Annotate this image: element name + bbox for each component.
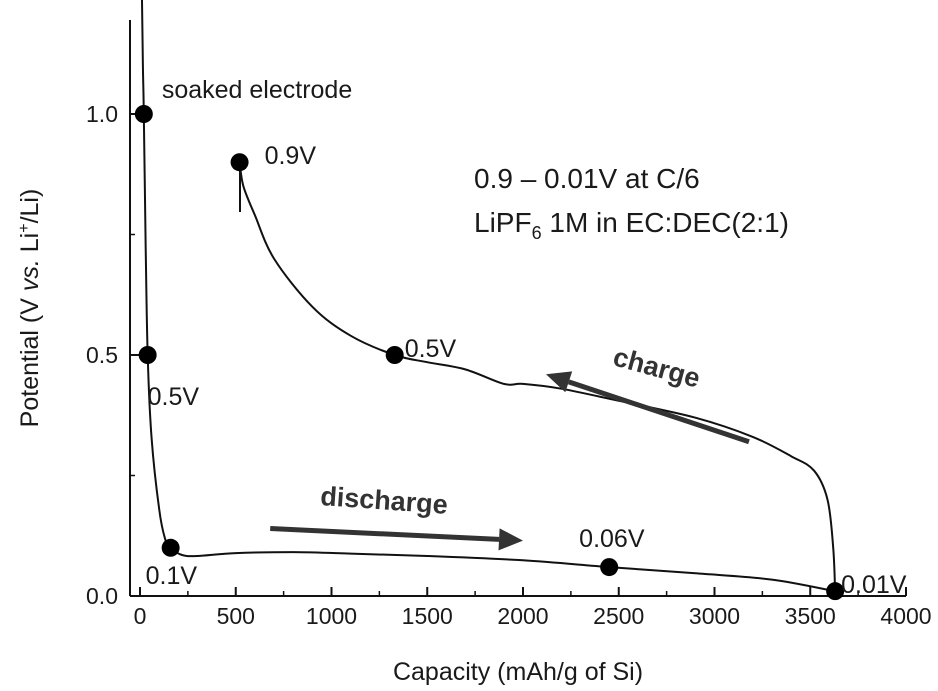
y-axis-title-prefix: Potential (V xyxy=(16,291,44,427)
conditions-line-2-sub: 6 xyxy=(532,223,542,243)
series-line-charge xyxy=(238,162,837,592)
x-tick-label: 3500 xyxy=(785,603,836,629)
plot-frame xyxy=(129,20,906,597)
marker-label: soaked electrode xyxy=(162,76,352,104)
discharge-arrow-shaft xyxy=(270,526,500,542)
data-marker xyxy=(161,538,180,557)
y-axis-title: Potential (V vs. Li+/Li) xyxy=(16,189,44,428)
data-marker xyxy=(600,558,619,577)
x-tick-label: 500 xyxy=(217,603,255,629)
data-marker xyxy=(826,582,845,601)
x-tick-label: 0 xyxy=(134,603,147,629)
charge-label: charge xyxy=(610,342,703,394)
y-tick-label: 1.0 xyxy=(86,101,118,127)
marker-label: 0.06V xyxy=(579,525,645,553)
conditions-line-1: 0.9 – 0.01V at C/6 xyxy=(474,163,700,194)
x-axis-ticks: 0 500 1000 1500 2000 2500 3000 3500 4000 xyxy=(134,587,932,629)
y-axis-title-vs: vs. xyxy=(16,259,44,291)
x-tick-label: 2500 xyxy=(593,603,644,629)
discharge-arrow-head xyxy=(498,528,523,551)
data-marker xyxy=(138,346,157,364)
x-tick-label: 4000 xyxy=(880,603,931,629)
charge-arrow-shaft xyxy=(567,379,750,445)
y-tick-label: 0.0 xyxy=(86,583,118,609)
x-axis-title: Capacity (mAh/g of Si) xyxy=(393,658,643,686)
data-marker xyxy=(385,346,404,364)
data-marker xyxy=(134,105,153,123)
x-tick-label: 3000 xyxy=(689,603,740,629)
x-tick-label: 2000 xyxy=(497,603,548,629)
y-axis-ticks: 0.0 0.5 1.0 xyxy=(86,101,139,609)
y-axis-title-mid: Li xyxy=(16,233,44,259)
marker-layer xyxy=(134,105,845,601)
marker-label: 0.01V xyxy=(841,571,907,599)
x-tick-label: 1500 xyxy=(402,603,453,629)
marker-label: 0.5V xyxy=(405,335,457,363)
marker-label-layer: soaked electrode 0.5V 0.1V 0.06V 0.01V 0.5V 0.… xyxy=(146,76,907,599)
conditions-line-2-a: LiPF xyxy=(474,207,532,238)
conditions-line-2-b: 1M in EC:DEC(2:1) xyxy=(542,207,789,238)
conditions-line-2: LiPF6 1M in EC:DEC(2:1) xyxy=(474,207,789,243)
arrow-layer xyxy=(270,371,750,551)
discharge-label: discharge xyxy=(319,481,448,520)
charge-arrow-head xyxy=(546,371,573,393)
x-tick-label: 1000 xyxy=(306,603,357,629)
y-axis-title-sup: + xyxy=(16,223,33,232)
y-tick-label: 0.5 xyxy=(86,342,118,368)
data-marker xyxy=(230,153,249,172)
marker-label: 0.5V xyxy=(148,383,200,411)
marker-label: 0.9V xyxy=(265,142,317,170)
y-axis-title-suffix: /Li) xyxy=(16,189,44,224)
marker-label: 0.1V xyxy=(146,562,198,590)
